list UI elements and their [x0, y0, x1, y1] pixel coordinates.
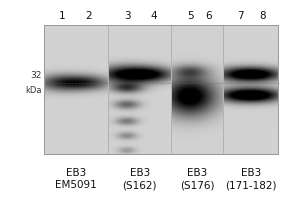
Text: EB3
(S176): EB3 (S176): [180, 168, 215, 190]
Text: 8: 8: [259, 11, 266, 21]
Text: EB3
(S162): EB3 (S162): [122, 168, 157, 190]
Text: 2: 2: [86, 11, 92, 21]
Text: kDa: kDa: [25, 85, 42, 94]
Text: 1: 1: [59, 11, 66, 21]
Text: 5: 5: [187, 11, 193, 21]
Text: 3: 3: [124, 11, 130, 21]
Text: 6: 6: [205, 11, 212, 21]
Text: EB3
EM5091: EB3 EM5091: [56, 168, 97, 190]
Text: 4: 4: [150, 11, 157, 21]
Text: 7: 7: [237, 11, 243, 21]
Text: EB3
(171-182): EB3 (171-182): [226, 168, 277, 190]
Text: 32: 32: [30, 71, 42, 80]
